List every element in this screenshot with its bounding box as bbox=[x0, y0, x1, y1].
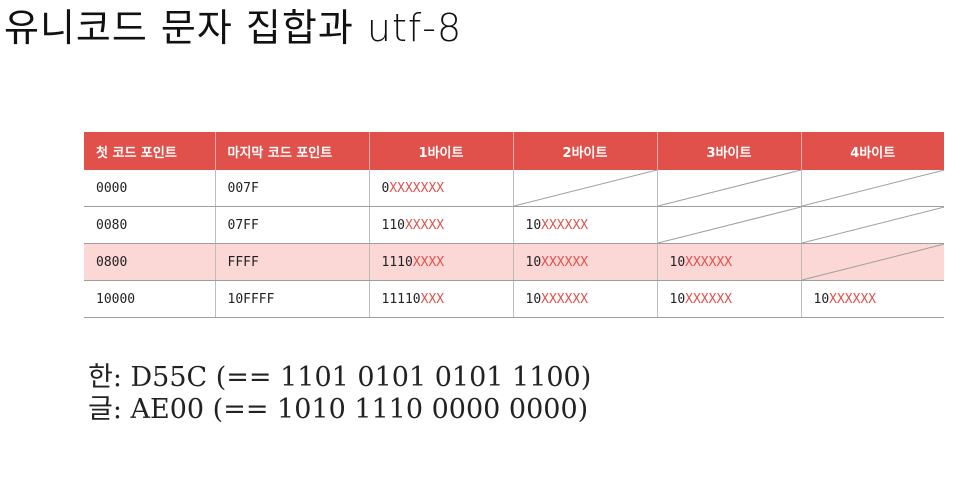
cell-byte-3-empty bbox=[657, 170, 802, 207]
header-byte-3: 3바이트 bbox=[657, 132, 802, 170]
byte-prefix: 1110 bbox=[381, 254, 413, 270]
encoding-notes: 한: D55C (== 1101 0101 0101 1100) 글: AE00… bbox=[88, 362, 591, 426]
empty-diagonal bbox=[514, 170, 657, 206]
byte-prefix: 10 bbox=[669, 291, 686, 307]
byte-prefix: 10 bbox=[525, 254, 542, 270]
empty-diagonal bbox=[802, 244, 945, 280]
table-row: 0800 FFFF 1110XXXX 10XXXXXX 10XXXXXX bbox=[84, 243, 945, 281]
page-title: 유니코드 문자 집합과 utf-8 bbox=[4, 6, 463, 50]
byte-payload: XXXXXX bbox=[541, 254, 589, 270]
byte-prefix: 10 bbox=[813, 291, 830, 307]
byte-payload: XXXXXX bbox=[685, 254, 733, 270]
byte-prefix: 110 bbox=[381, 217, 405, 233]
cell-byte-2: 10XXXXXX bbox=[513, 280, 658, 318]
cell-byte-4-empty bbox=[801, 170, 944, 207]
cell-byte-4-empty bbox=[801, 243, 945, 281]
byte-prefix: 0 bbox=[381, 180, 390, 196]
empty-diagonal bbox=[802, 207, 945, 243]
byte-payload: XXXX bbox=[412, 254, 445, 270]
cell-byte-1: 0XXXXXXX bbox=[369, 170, 514, 207]
utf8-encoding-table: 첫 코드 포인트 마지막 코드 포인트 1바이트 2바이트 3바이트 4바이트 … bbox=[84, 132, 944, 318]
byte-prefix: 10 bbox=[525, 291, 542, 307]
cell-last: 007F bbox=[215, 170, 370, 207]
empty-diagonal bbox=[658, 207, 801, 243]
empty-diagonal bbox=[658, 170, 801, 206]
byte-payload: XXXXXX bbox=[829, 291, 877, 307]
byte-payload: XXX bbox=[420, 291, 445, 307]
cell-byte-1: 110XXXXX bbox=[369, 206, 514, 244]
cell-byte-4-empty bbox=[801, 206, 945, 244]
cell-byte-2: 10XXXXXX bbox=[513, 243, 658, 281]
header-byte-4: 4바이트 bbox=[801, 132, 944, 170]
table-header-row: 첫 코드 포인트 마지막 코드 포인트 1바이트 2바이트 3바이트 4바이트 bbox=[84, 132, 944, 170]
cell-byte-3: 10XXXXXX bbox=[657, 280, 802, 318]
cell-first: 0080 bbox=[84, 206, 216, 244]
byte-prefix: 10 bbox=[525, 217, 542, 233]
table-row: 0000 007F 0XXXXXXX bbox=[84, 170, 944, 207]
note-han: 한: D55C (== 1101 0101 0101 1100) bbox=[88, 362, 592, 393]
byte-payload: XXXXXX bbox=[685, 291, 733, 307]
cell-last: FFFF bbox=[215, 243, 370, 281]
table-row: 0080 07FF 110XXXXX 10XXXXXX bbox=[84, 206, 945, 244]
cell-byte-3-empty bbox=[657, 206, 802, 244]
cell-last: 10FFFF bbox=[215, 280, 370, 318]
header-last-code-point: 마지막 코드 포인트 bbox=[215, 132, 370, 170]
empty-diagonal bbox=[802, 170, 945, 206]
header-byte-1: 1바이트 bbox=[369, 132, 514, 170]
cell-last: 07FF bbox=[215, 206, 370, 244]
cell-first: 10000 bbox=[84, 280, 216, 318]
byte-payload: XXXXX bbox=[404, 217, 445, 233]
byte-payload: XXXXXX bbox=[541, 217, 589, 233]
byte-payload: XXXXXXX bbox=[389, 180, 445, 196]
header-byte-2: 2바이트 bbox=[513, 132, 658, 170]
cell-first: 0000 bbox=[84, 170, 216, 207]
cell-first: 0800 bbox=[84, 243, 216, 281]
byte-payload: XXXXXX bbox=[541, 291, 589, 307]
cell-byte-2-empty bbox=[513, 170, 658, 207]
cell-byte-2: 10XXXXXX bbox=[513, 206, 658, 244]
byte-prefix: 10 bbox=[669, 254, 686, 270]
cell-byte-4: 10XXXXXX bbox=[801, 280, 944, 318]
cell-byte-3: 10XXXXXX bbox=[657, 243, 802, 281]
cell-byte-1: 1110XXXX bbox=[369, 243, 514, 281]
header-first-code-point: 첫 코드 포인트 bbox=[84, 132, 216, 170]
note-geul: 글: AE00 (== 1010 1110 0000 0000) bbox=[88, 394, 589, 425]
table-row: 10000 10FFFF 11110XXX 10XXXXXX 10XXXXXX … bbox=[84, 280, 944, 318]
cell-byte-1: 11110XXX bbox=[369, 280, 514, 318]
byte-prefix: 11110 bbox=[381, 291, 421, 307]
